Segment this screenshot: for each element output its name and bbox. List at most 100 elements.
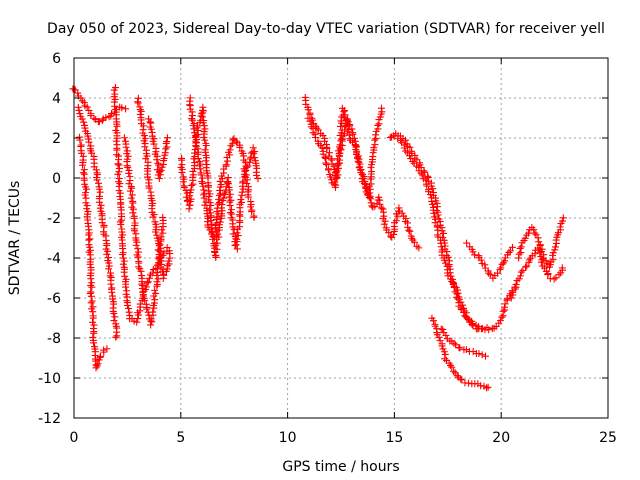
data-point [426,191,434,199]
data-point [485,326,493,334]
data-point [455,295,463,303]
data-point [124,304,132,312]
data-point [244,162,252,170]
data-point [155,161,163,169]
data-point [187,195,195,203]
data-point [113,151,121,159]
data-point [200,194,208,202]
data-point [499,307,507,315]
data-point [216,218,224,226]
data-point [191,149,199,157]
data-point [74,89,82,97]
data-point [318,144,326,152]
data-point [537,258,545,266]
data-point [398,209,406,217]
data-point [236,143,244,151]
data-point [88,283,96,291]
data-point [544,271,552,279]
data-point [418,171,426,179]
data-point [356,160,364,168]
data-point [95,118,103,126]
data-point [129,205,137,213]
y-tick-label: -4 [47,251,61,267]
data-point [79,169,87,177]
data-point [224,180,232,188]
data-point [123,301,131,309]
x-tick-label: 25 [599,430,617,446]
series-G [145,115,171,182]
data-point [198,113,206,121]
data-point [144,278,152,286]
data-point [104,247,112,255]
data-point [136,110,144,118]
data-point [306,110,314,118]
data-point [227,196,235,204]
data-point [321,153,329,161]
data-point [485,269,493,277]
data-point [350,134,358,142]
data-point [150,140,158,148]
data-point [558,264,566,272]
data-point [143,279,151,287]
data-point [96,204,104,212]
data-point [106,272,114,280]
data-point [86,260,94,268]
data-point [335,152,343,160]
data-point [121,272,129,280]
series-R [515,214,567,271]
data-point [226,209,234,217]
data-point [341,126,349,134]
series-N [428,314,492,392]
data-point [134,315,142,323]
data-point [204,214,212,222]
data-point [225,186,233,194]
data-point [314,126,322,134]
data-point [191,159,199,167]
data-point [131,227,139,235]
data-point [435,333,443,341]
y-tick-label: 2 [52,131,61,147]
data-point [437,243,445,251]
data-point [105,265,113,273]
data-point [463,239,471,247]
data-point [86,243,94,251]
data-point [450,339,458,347]
series-F [134,94,174,282]
data-point [188,181,196,189]
data-point [157,248,165,256]
axis-ticks: 0 5 10 15 20 25 -12 -10 -8 -6 -4 -2 0 2 4 6 [38,51,617,446]
data-point [182,193,190,201]
data-point [226,201,234,209]
data-point [213,239,221,247]
data-point [249,144,257,152]
data-point [134,245,142,253]
data-point [155,242,163,250]
data-point [127,194,135,202]
data-point [217,190,225,198]
data-point [457,375,465,383]
data-point [125,308,133,316]
data-point [187,186,195,194]
data-point [231,241,239,249]
data-point [559,214,567,222]
data-point [163,138,171,146]
data-point [154,262,162,270]
data-point [119,245,127,253]
data-point [215,198,223,206]
data-point [354,154,362,162]
series-A [69,85,130,126]
data-point [525,229,533,237]
data-point [515,250,523,258]
data-point [90,329,98,337]
data-point [149,308,157,316]
data-point [83,185,91,193]
data-point [243,176,251,184]
data-point [512,281,520,289]
data-point [481,352,489,360]
data-point [86,235,94,243]
data-point [531,229,539,237]
data-point [112,137,120,145]
data-point [118,216,126,224]
data-point [143,305,151,313]
data-point [107,280,115,288]
